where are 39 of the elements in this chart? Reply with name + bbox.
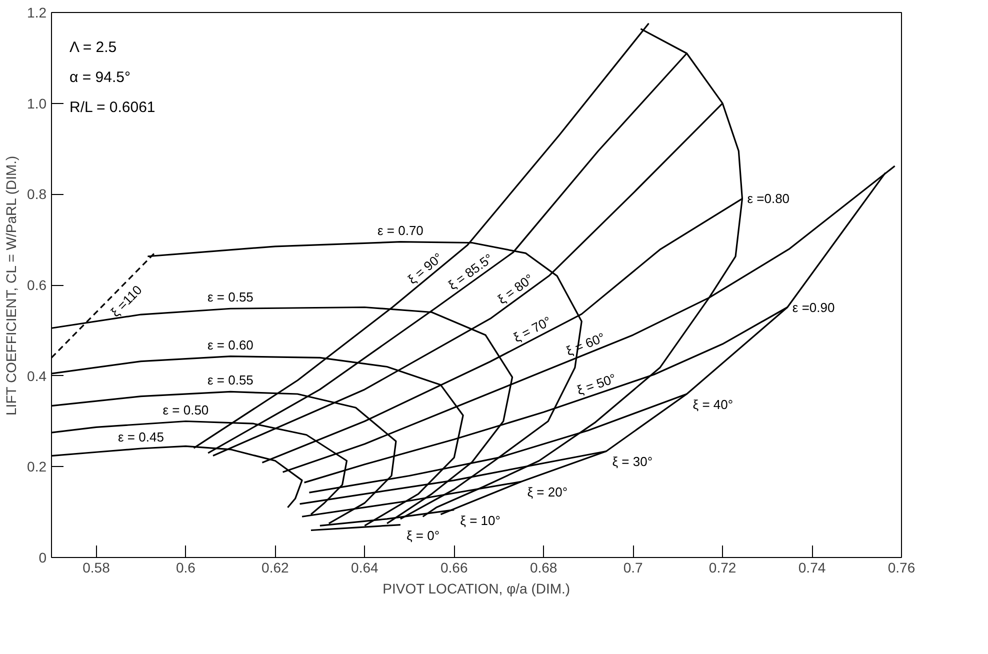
series-label: ε = 0.70 — [377, 222, 424, 238]
series-label: ξ = 30° — [612, 454, 653, 470]
series-label: ε =0.90 — [792, 300, 835, 315]
series-label: ε = 0.55 — [207, 372, 254, 388]
y-tick-label: 0.6 — [27, 277, 47, 293]
x-tick-label: 0.76 — [888, 560, 916, 576]
text: ξ = 70° — [510, 313, 554, 346]
y-tick-label: 0.8 — [27, 186, 47, 202]
text: ξ = 90° — [404, 250, 446, 287]
text: ξ = 80° — [494, 271, 536, 307]
x-tick-label: 0.72 — [708, 560, 736, 576]
series-label: ξ = 20° — [527, 484, 568, 500]
y-tick-label: 1.0 — [27, 95, 47, 112]
annotation: α = 94.5° — [70, 69, 130, 86]
series-label: ξ = 10° — [460, 512, 500, 528]
x-tick-label: 0.64 — [351, 560, 378, 576]
series-label: ε = 0.45 — [118, 430, 164, 444]
x-tick-label: 0.66 — [440, 560, 468, 576]
text: ξ = 50° — [574, 370, 618, 398]
y-tick-label: 0.2 — [27, 458, 47, 475]
x-tick-label: 0.7 — [623, 560, 644, 576]
x-tick-label: 0.62 — [262, 560, 290, 576]
series-label: ξ = 0° — [406, 528, 440, 543]
annotation: R/L = 0.6061 — [70, 99, 156, 116]
x-tick-label: 0.6 — [176, 560, 196, 576]
y-axis-title: LIFT COEFFICIENT, CL = W/PaRL (DIM.) — [3, 156, 20, 416]
y-tick-label: 0.4 — [27, 368, 47, 384]
y-tick-label: 1.2 — [27, 4, 47, 20]
x-tick-label: 0.74 — [798, 560, 826, 576]
x-tick-label: 0.58 — [82, 560, 110, 576]
x-axis-title: PIVOT LOCATION, φ/a (DIM.) — [382, 580, 570, 596]
series-label: ε =0.80 — [747, 191, 790, 206]
annotation: Λ = 2.5 — [70, 39, 117, 56]
series-label: ε = 0.60 — [207, 337, 254, 352]
series-label: ε = 0.50 — [162, 402, 209, 418]
series-label: ε = 0.55 — [207, 290, 254, 305]
x-tick-label: 0.68 — [530, 560, 558, 576]
y-tick-label: 0 — [38, 550, 47, 566]
series-label: ξ = 40° — [692, 397, 734, 412]
